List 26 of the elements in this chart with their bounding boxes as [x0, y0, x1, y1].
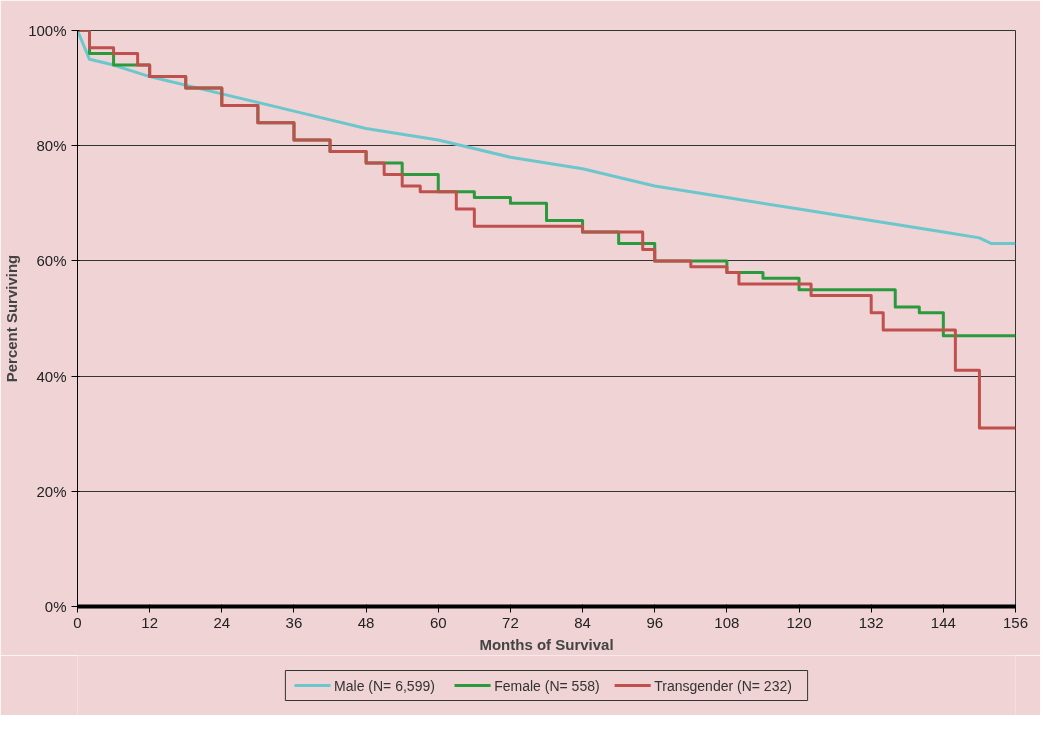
- x-tick-label: 72: [502, 613, 519, 631]
- y-axis-title: Percent Surviving: [3, 254, 21, 383]
- y-tick-label: 0%: [44, 598, 67, 615]
- x-tick-label: 48: [357, 613, 375, 631]
- x-tick-label: 12: [141, 613, 158, 631]
- x-tick-label: 120: [786, 613, 812, 631]
- x-tick-label: 84: [574, 613, 591, 631]
- x-tick-label: 132: [858, 613, 884, 631]
- x-tick-label: 0: [73, 613, 82, 631]
- x-tick-label: 144: [930, 613, 956, 631]
- legend-label: Transgender (N= 232): [654, 677, 792, 694]
- x-tick-label: 108: [714, 613, 740, 631]
- line-series: [77, 30, 1016, 246]
- x-axis-title: Months of Survival: [479, 635, 614, 653]
- x-tick-label: 156: [1002, 613, 1029, 631]
- legend-label: Male (N= 6,599): [334, 677, 435, 694]
- x-tick-label: 36: [285, 613, 303, 631]
- x-tick-label: 60: [429, 613, 447, 631]
- x-tick-label: 96: [646, 613, 664, 631]
- y-tick-label: 60%: [36, 252, 67, 270]
- y-tick-label: 80%: [36, 137, 67, 155]
- y-tick-label: 20%: [36, 482, 67, 500]
- y-tick-label: 100%: [28, 22, 67, 39]
- y-tick-label: 40%: [36, 367, 67, 385]
- x-tick-label: 24: [213, 613, 231, 631]
- legend-label: Female (N= 558): [494, 677, 600, 694]
